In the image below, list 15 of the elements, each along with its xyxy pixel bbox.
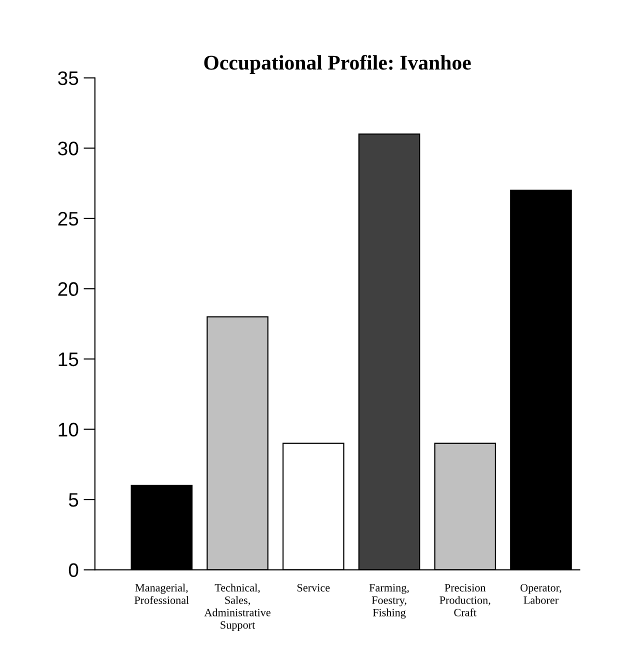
x-tick-label: Operator, Laborer bbox=[520, 584, 562, 604]
y-tick-label: 5 bbox=[68, 493, 78, 507]
y-tick-label: 35 bbox=[58, 71, 78, 86]
x-tick-label: Service bbox=[297, 584, 330, 592]
y-tick-label: 10 bbox=[58, 422, 78, 437]
y-tick-label: 20 bbox=[58, 282, 78, 296]
x-tick-label: Managerial, Professional bbox=[134, 584, 189, 604]
x-tick-label: Farming, Foestry, Fishing bbox=[369, 584, 409, 619]
y-tick-label: 30 bbox=[58, 142, 78, 156]
chart-title: Occupational Profile: Ivanhoe bbox=[204, 54, 471, 74]
y-tick-label: 0 bbox=[68, 563, 78, 578]
x-tick-label: Precision Production, Craft bbox=[440, 584, 490, 616]
y-tick-label: 25 bbox=[58, 212, 78, 226]
x-tick-label: Technical, Sales, Administrative Support bbox=[204, 584, 270, 631]
y-tick-label: 15 bbox=[58, 352, 78, 366]
